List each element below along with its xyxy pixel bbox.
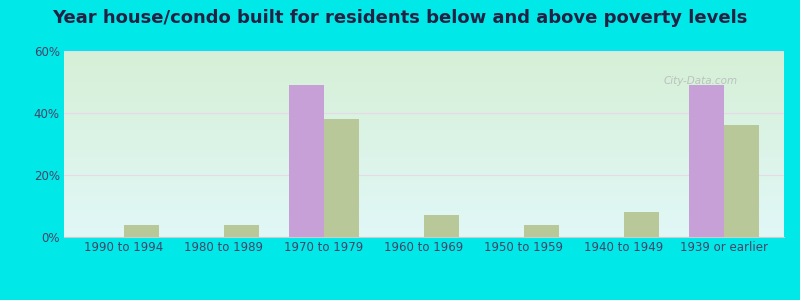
- Bar: [689, 85, 724, 237]
- Bar: [124, 225, 159, 237]
- Bar: [289, 85, 324, 237]
- Bar: [524, 225, 559, 237]
- Bar: [224, 225, 259, 237]
- Bar: [424, 215, 459, 237]
- Text: Year house/condo built for residents below and above poverty levels: Year house/condo built for residents bel…: [52, 9, 748, 27]
- Text: City-Data.com: City-Data.com: [664, 76, 738, 86]
- Bar: [724, 125, 759, 237]
- Bar: [324, 119, 359, 237]
- Bar: [624, 212, 659, 237]
